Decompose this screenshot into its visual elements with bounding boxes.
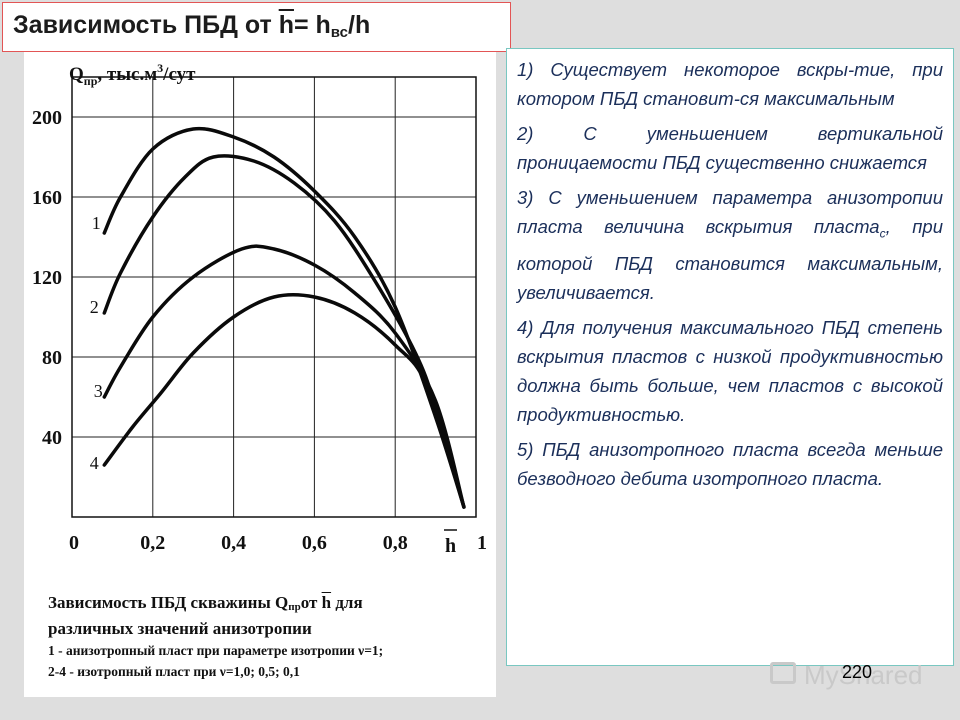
x-tick-label-4: 0,8 — [383, 532, 408, 554]
y-axis-label: Qпр, тыс.м3/сут — [69, 61, 196, 88]
watermark: MyShared — [760, 660, 950, 692]
note-2: 2) С уменьшением вертикальной проницаемо… — [517, 123, 943, 173]
note-1: 1) Существует некоторое вскры-тие, при к… — [517, 59, 943, 109]
slide-title-text: Зависимость ПБД от h= hвс/h — [13, 11, 371, 41]
plot-frame — [71, 76, 477, 518]
x-tick-label-2: 0,4 — [221, 532, 246, 554]
y-tick-label-0: 40 — [42, 427, 62, 449]
x-tick-label-1: 0,2 — [140, 532, 165, 554]
y-tick-label-1: 80 — [42, 347, 62, 369]
slide-title: Зависимость ПБД от h= hвс/h — [2, 2, 511, 52]
series-line-2 — [102, 154, 466, 509]
caption-line-2: различных значений анизотропии — [48, 619, 312, 638]
watermark-icon — [770, 662, 796, 684]
series-line-3 — [102, 244, 466, 509]
x-tick-label-3: 0,6 — [302, 532, 327, 554]
caption-line-4: 2-4 - изотропный пласт при ν=1,0; 0,5; 0… — [48, 664, 300, 679]
x-axis-label: h — [445, 535, 456, 557]
chart-panel: 0 0,2 0,4 0,6 0,8 1 40 80 120 160 200 1 2 3 4 Qпр, ты… — [24, 52, 496, 697]
x-tick-label-5: 1 — [477, 532, 487, 554]
curve-label-2: 2 — [90, 297, 99, 317]
curve-label-3: 3 — [94, 381, 103, 401]
caption-line-3: 1 - анизотропный пласт при параметре изо… — [48, 643, 384, 658]
series — [102, 126, 466, 509]
curve-label-4: 4 — [90, 453, 99, 473]
axes — [71, 76, 477, 518]
series-line-1 — [102, 126, 466, 509]
watermark-text: MyShared — [804, 660, 923, 690]
page-number: 220 — [842, 662, 873, 682]
curve-label-1: 1 — [92, 213, 101, 233]
y-tick-label-3: 160 — [32, 187, 62, 209]
note-5: 5) ПБД анизотропного пласта всегда меньш… — [517, 438, 943, 489]
note-4: 4) Для получения максимального ПБД степе… — [517, 316, 943, 425]
x-tick-label-0: 0 — [69, 532, 79, 554]
y-tick-label-4: 200 — [32, 107, 62, 129]
caption-line-1: Зависимость ПБД скважины Qпрот h для — [48, 593, 363, 613]
title-h-bar: h — [278, 11, 294, 39]
notes-box: 1) Существует некоторое вскры-тие, при к… — [506, 48, 954, 666]
series-line-4 — [102, 293, 466, 509]
tick-labels: 0 0,2 0,4 0,6 0,8 1 40 80 120 160 200 — [32, 107, 487, 554]
note-3: 3) С уменьшением параметра анизотропии п… — [517, 187, 943, 303]
chart-caption: Зависимость ПБД скважины Qпрот h для раз… — [48, 592, 488, 682]
curve-labels: 1 2 3 4 — [90, 213, 103, 473]
y-tick-label-2: 120 — [32, 267, 62, 289]
chart: 0 0,2 0,4 0,6 0,8 1 40 80 120 160 200 1 2 3 4 Qпр, ты… — [32, 61, 487, 557]
